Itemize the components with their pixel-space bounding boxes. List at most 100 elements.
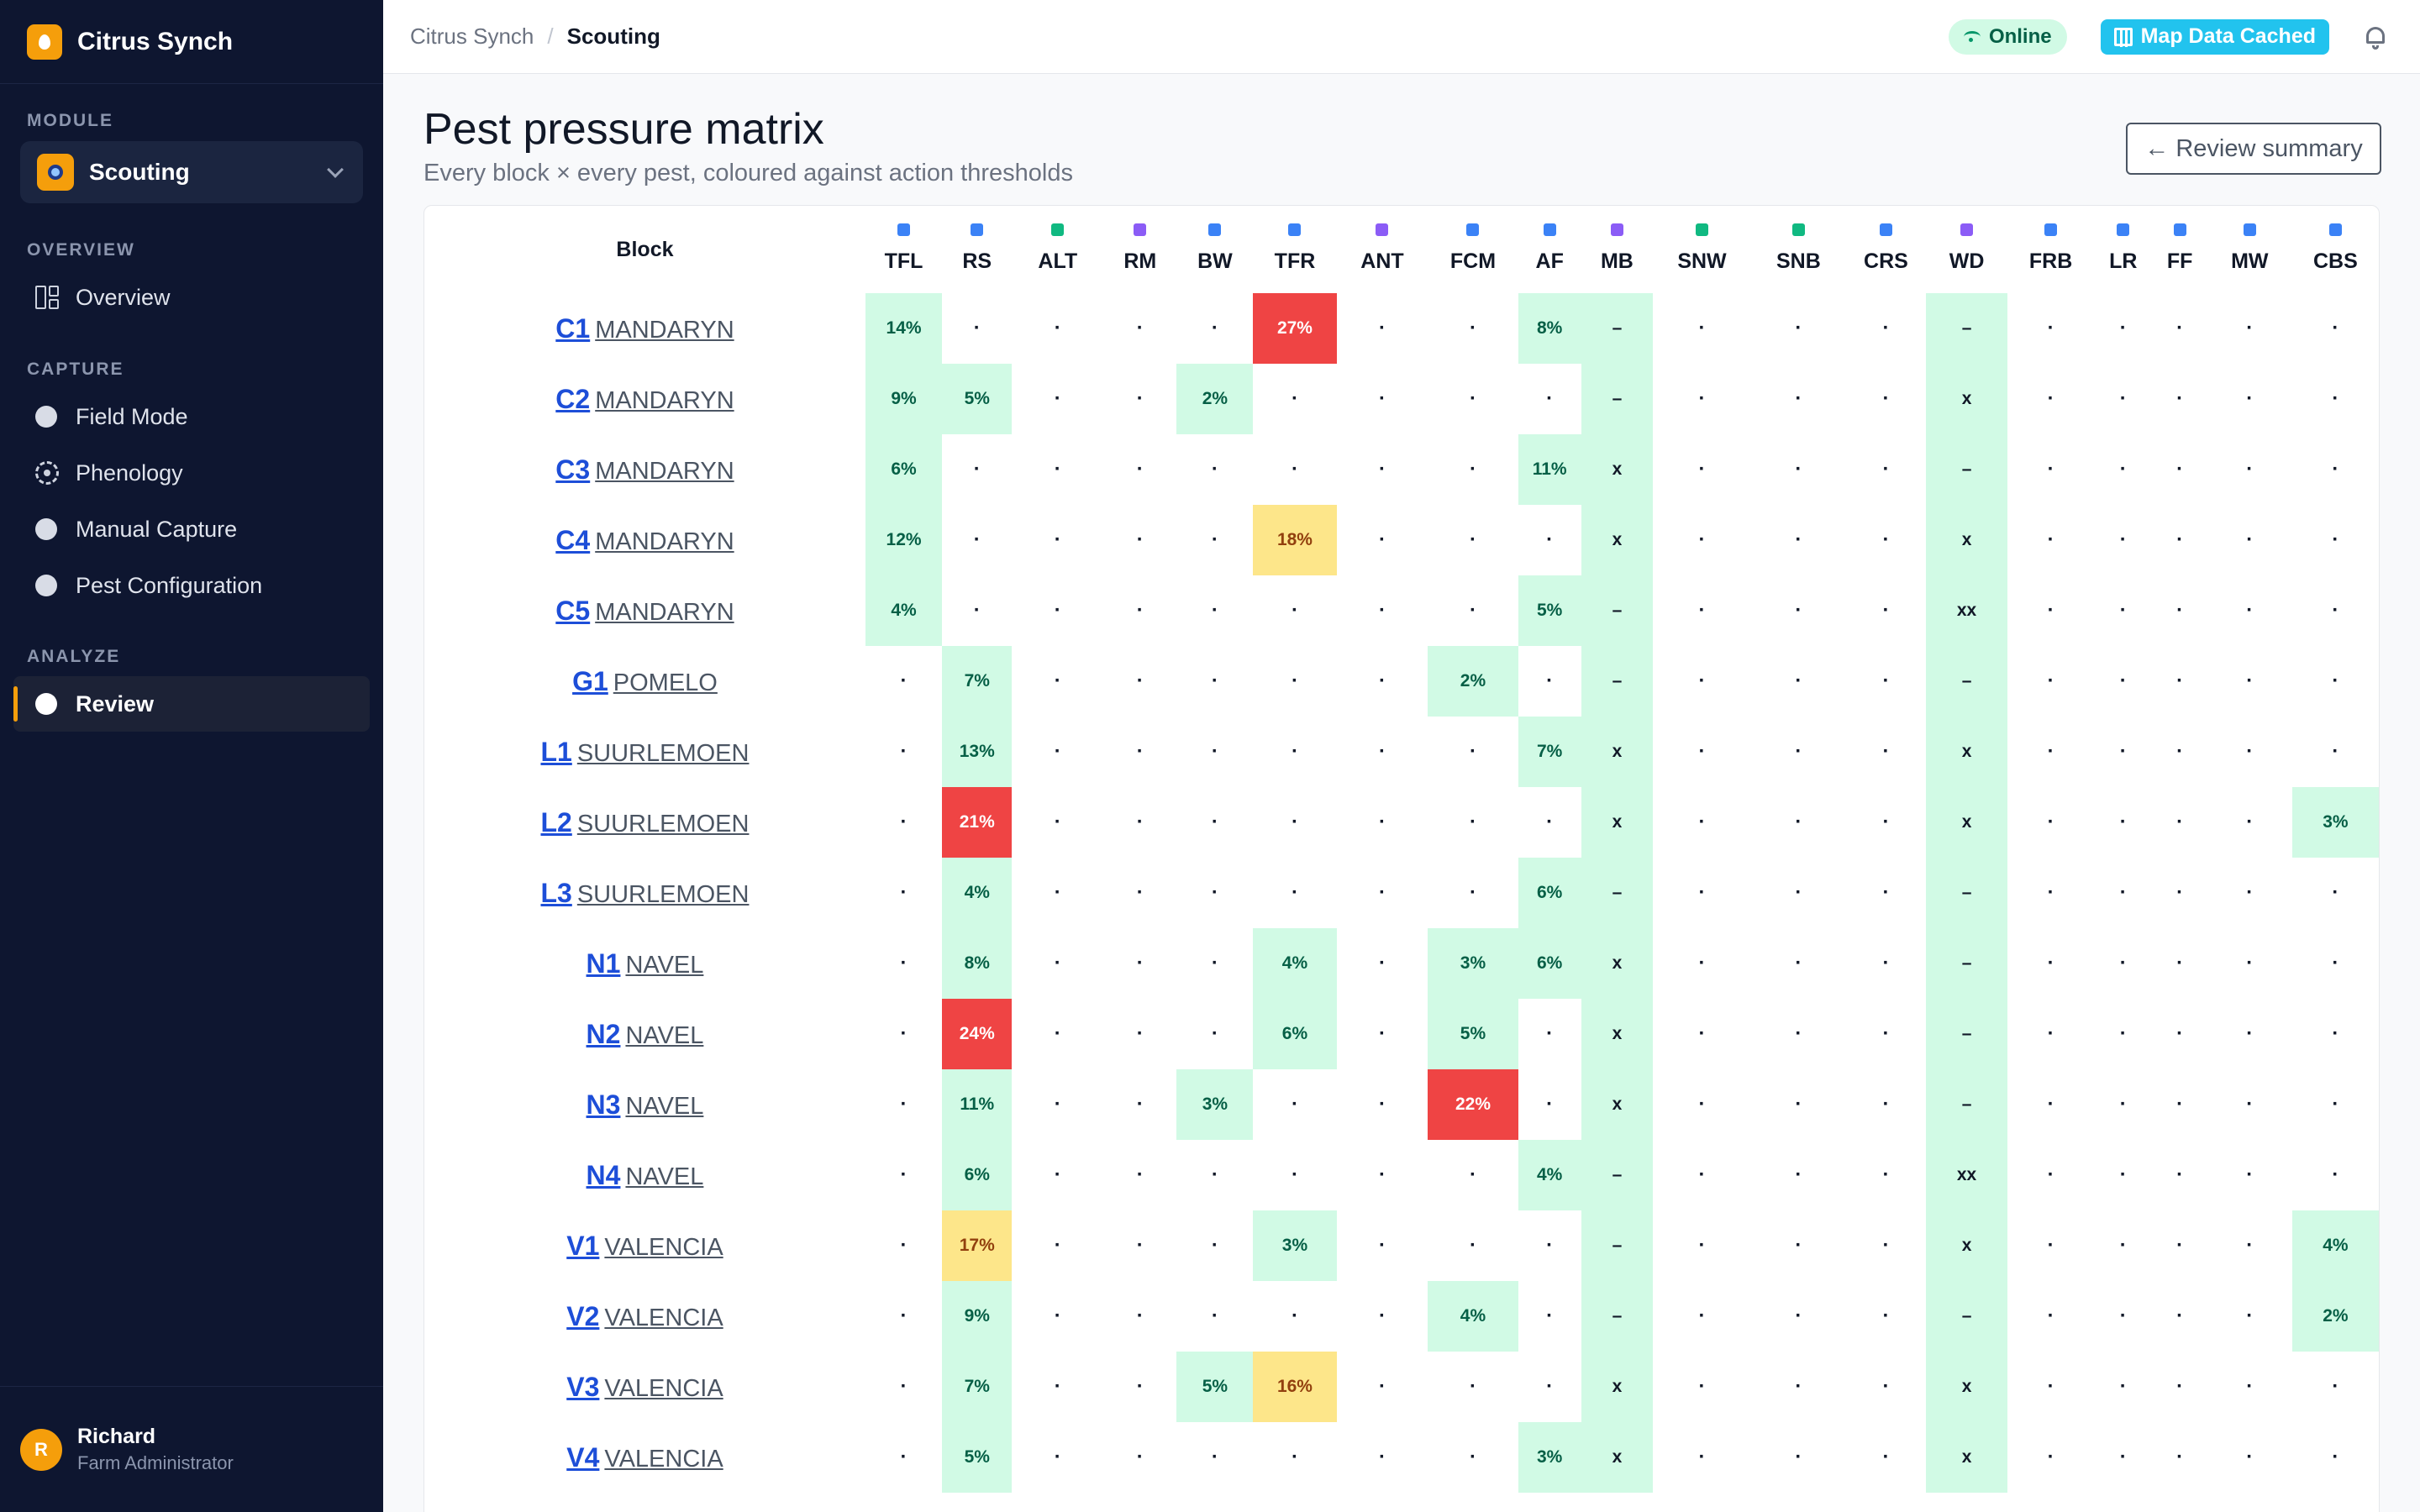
matrix-cell[interactable]: 9% (942, 1281, 1013, 1352)
matrix-cell[interactable]: · (1698, 458, 1706, 480)
matrix-cell[interactable]: – (1581, 1210, 1654, 1281)
matrix-cell[interactable]: – (1926, 646, 2008, 717)
block-variety[interactable]: SUURLEMOEN (576, 880, 750, 908)
matrix-cell[interactable]: x (1581, 999, 1654, 1069)
matrix-cell[interactable]: · (1378, 1234, 1386, 1257)
matrix-cell[interactable]: · (2332, 952, 2339, 974)
block-code[interactable]: V3 (566, 1371, 600, 1402)
matrix-cell[interactable]: · (2246, 1305, 2254, 1327)
matrix-cell[interactable]: · (2047, 599, 2054, 622)
matrix-cell[interactable]: · (1698, 599, 1706, 622)
matrix-cell[interactable]: · (1469, 1163, 1476, 1186)
matrix-cell[interactable]: xx (1926, 575, 2008, 646)
block-code[interactable]: N2 (586, 1018, 621, 1049)
matrix-cell[interactable]: 4% (942, 858, 1013, 928)
matrix-cell[interactable]: · (1698, 1305, 1706, 1327)
matrix-cell[interactable]: · (1054, 669, 1061, 692)
matrix-cell[interactable]: · (1882, 881, 1890, 904)
matrix-cell[interactable]: 22% (1428, 1069, 1518, 1140)
matrix-cell[interactable]: · (1291, 599, 1298, 622)
matrix-cell[interactable]: · (2176, 1022, 2184, 1045)
matrix-cell[interactable]: · (1882, 740, 1890, 763)
matrix-cell[interactable]: · (1054, 1163, 1061, 1186)
matrix-cell[interactable]: · (1469, 740, 1476, 763)
block-link[interactable]: G1 POMELO (424, 646, 865, 717)
matrix-cell[interactable]: 2% (2291, 1281, 2379, 1352)
matrix-cell[interactable]: · (1211, 1234, 1218, 1257)
matrix-cell[interactable]: · (2047, 811, 2054, 833)
matrix-cell[interactable]: · (1698, 528, 1706, 551)
block-variety[interactable]: VALENCIA (604, 1304, 723, 1331)
matrix-cell[interactable]: · (2119, 599, 2127, 622)
matrix-cell[interactable]: · (1698, 1093, 1706, 1116)
block-variety[interactable]: MANDARYN (595, 598, 734, 626)
matrix-cell[interactable]: · (1546, 669, 1554, 692)
block-variety[interactable]: NAVEL (625, 951, 704, 979)
block-code[interactable]: V2 (566, 1300, 600, 1331)
block-link[interactable]: C5 MANDARYN (424, 575, 865, 646)
matrix-cell[interactable]: · (1546, 1375, 1554, 1398)
matrix-cell[interactable]: · (1054, 811, 1061, 833)
matrix-cell[interactable]: · (1378, 1163, 1386, 1186)
bell-icon[interactable] (2365, 25, 2386, 50)
matrix-cell[interactable]: · (2246, 1375, 2254, 1398)
matrix-cell[interactable]: 21% (942, 787, 1013, 858)
matrix-cell[interactable]: 3% (1428, 928, 1518, 999)
matrix-cell[interactable]: · (1546, 1093, 1554, 1116)
matrix-cell[interactable]: · (1378, 811, 1386, 833)
matrix-cell[interactable]: 11% (942, 1069, 1013, 1140)
matrix-cell[interactable]: · (2119, 952, 2127, 974)
matrix-cell[interactable]: · (1136, 458, 1144, 480)
matrix-cell[interactable]: · (2119, 1375, 2127, 1398)
matrix-cell[interactable]: · (2332, 1163, 2339, 1186)
matrix-cell[interactable]: 6% (1253, 999, 1337, 1069)
sidebar-item-pest-configuration[interactable]: Pest Configuration (13, 558, 370, 613)
matrix-cell[interactable]: – (1581, 293, 1654, 364)
matrix-cell[interactable]: 7% (1518, 717, 1581, 787)
matrix-cell[interactable]: 8% (942, 928, 1013, 999)
matrix-cell[interactable]: · (1698, 317, 1706, 339)
matrix-cell[interactable]: · (1795, 740, 1802, 763)
matrix-cell[interactable]: x (1581, 1352, 1654, 1422)
matrix-cell[interactable]: · (2119, 669, 2127, 692)
block-code[interactable]: G1 (572, 665, 608, 696)
matrix-cell[interactable]: · (2047, 740, 2054, 763)
matrix-cell[interactable]: · (1211, 599, 1218, 622)
matrix-cell[interactable]: · (2332, 1446, 2339, 1468)
matrix-cell[interactable]: · (1378, 1375, 1386, 1398)
matrix-cell[interactable]: · (1698, 1163, 1706, 1186)
matrix-cell[interactable]: · (2246, 458, 2254, 480)
matrix-cell[interactable]: · (1795, 599, 1802, 622)
matrix-cell[interactable]: · (1882, 1234, 1890, 1257)
matrix-cell[interactable]: 13% (942, 717, 1013, 787)
matrix-cell[interactable]: – (1581, 1281, 1654, 1352)
matrix-cell[interactable]: 11% (1518, 434, 1581, 505)
matrix-cell[interactable]: · (1136, 1234, 1144, 1257)
matrix-cell[interactable]: · (1291, 881, 1298, 904)
sidebar-item-manual-capture[interactable]: Manual Capture (13, 501, 370, 557)
matrix-cell[interactable]: · (2119, 1305, 2127, 1327)
matrix-cell[interactable]: 2% (1428, 646, 1518, 717)
matrix-cell[interactable]: · (1546, 1234, 1554, 1257)
matrix-cell[interactable]: x (1581, 434, 1654, 505)
matrix-cell[interactable]: · (2332, 528, 2339, 551)
matrix-cell[interactable]: · (900, 1093, 908, 1116)
matrix-cell[interactable]: · (900, 1234, 908, 1257)
matrix-cell[interactable]: · (900, 811, 908, 833)
matrix-cell[interactable]: 5% (1176, 1352, 1254, 1422)
matrix-cell[interactable]: · (1136, 1163, 1144, 1186)
matrix-cell[interactable]: · (1211, 1163, 1218, 1186)
matrix-cell[interactable]: · (1211, 458, 1218, 480)
matrix-cell[interactable]: · (2047, 1022, 2054, 1045)
matrix-cell[interactable]: · (1698, 740, 1706, 763)
matrix-cell[interactable]: · (1698, 1022, 1706, 1045)
matrix-cell[interactable]: · (2332, 1375, 2339, 1398)
matrix-cell[interactable]: · (1469, 1446, 1476, 1468)
matrix-cell[interactable]: · (2047, 528, 2054, 551)
matrix-cell[interactable]: · (1054, 1093, 1061, 1116)
matrix-cell[interactable]: · (1378, 669, 1386, 692)
matrix-cell[interactable]: · (2119, 811, 2127, 833)
matrix-cell[interactable]: 3% (2291, 787, 2379, 858)
matrix-cell[interactable]: · (2332, 458, 2339, 480)
matrix-cell[interactable]: · (1882, 387, 1890, 410)
